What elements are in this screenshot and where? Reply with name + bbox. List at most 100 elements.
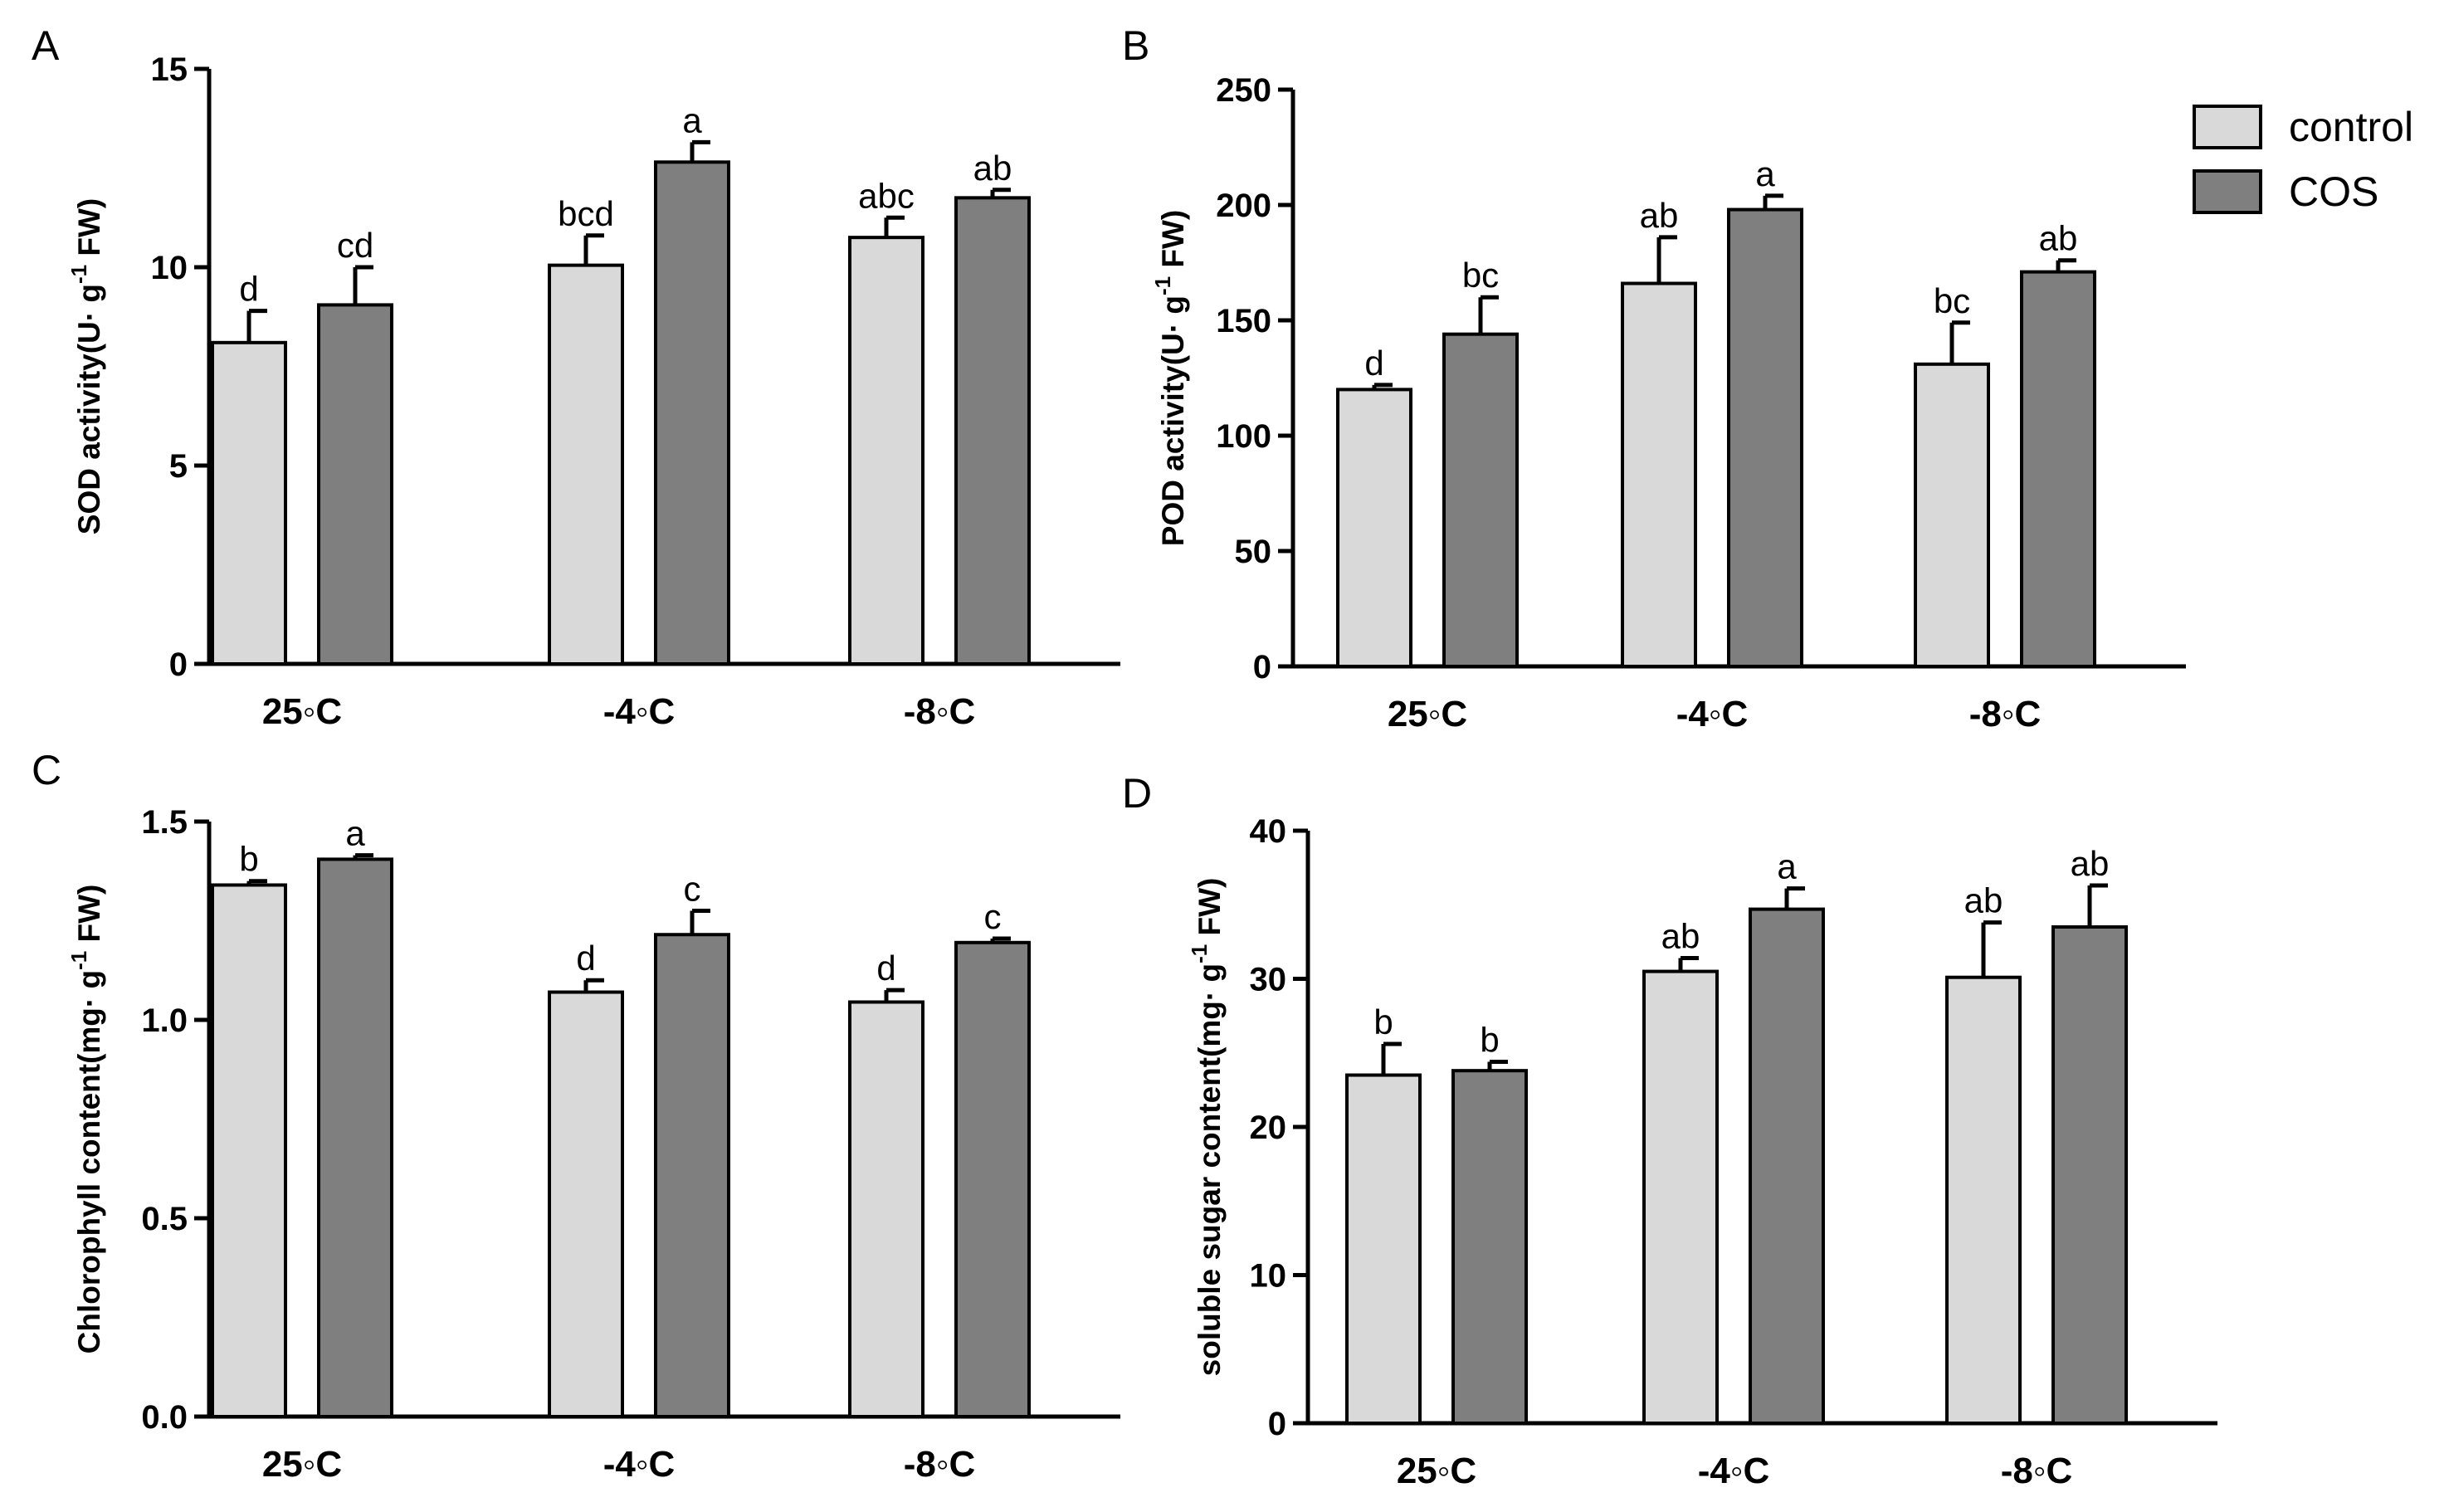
bar-control xyxy=(1914,362,1990,668)
bar-control xyxy=(1336,388,1412,668)
significance-label: c xyxy=(984,897,1002,936)
y-tick-label: 200 xyxy=(1216,188,1271,224)
panel-letter: B xyxy=(1122,22,1149,69)
y-tick-label: 1.5 xyxy=(141,804,188,841)
y-tick-label: 30 xyxy=(1250,962,1287,998)
significance-label: bc xyxy=(1934,281,1970,320)
y-tick-label: 10 xyxy=(151,250,188,286)
bar-cos xyxy=(317,303,393,666)
y-axis-title: POD activity(U· g-1 FW) xyxy=(1150,210,1190,546)
x-category-label: -4◦C xyxy=(603,1444,676,1485)
significance-label: c xyxy=(684,870,701,909)
y-tick-label: 5 xyxy=(169,448,188,485)
significance-label: cd xyxy=(337,226,373,265)
y-axis-title: soluble sugar content(mg· g-1 FW) xyxy=(1187,878,1227,1377)
significance-label: abc xyxy=(858,176,915,215)
y-axis-title-end: FW) xyxy=(72,885,106,951)
y-tick-label: 0 xyxy=(1253,649,1271,685)
y-axis-title-end: FW) xyxy=(72,198,106,265)
x-category-label: 25◦C xyxy=(262,691,342,732)
significance-label: ab xyxy=(973,149,1012,188)
x-category-label: -4◦C xyxy=(1676,694,1749,734)
significance-label: d xyxy=(576,939,595,978)
y-axis-title-superscript: -1 xyxy=(1187,944,1212,963)
legend-label: COS xyxy=(2289,168,2378,215)
significance-label: ab xyxy=(2039,219,2078,258)
y-tick-label: 40 xyxy=(1250,813,1287,850)
bar-control xyxy=(848,236,924,666)
bar-control xyxy=(211,883,287,1418)
x-category-label: -8◦C xyxy=(904,1444,976,1485)
bar-cos xyxy=(1749,907,1825,1425)
bar-cos xyxy=(954,196,1031,666)
y-axis-title: Chlorophyll content(mg· g-1 FW) xyxy=(66,885,106,1354)
bar-cos xyxy=(654,160,730,666)
significance-label: b xyxy=(1480,1020,1499,1059)
significance-label: ab xyxy=(1964,881,2003,920)
bar-cos xyxy=(954,940,1031,1419)
bar-cos xyxy=(2020,270,2096,668)
chart-panel-b: B 0 50 100 150 200 250 POD activity(U· g-1 FW) 2… xyxy=(1122,22,2186,734)
legend: control COS xyxy=(2193,104,2413,215)
panel-letter: D xyxy=(1122,770,1152,817)
y-tick-label: 250 xyxy=(1216,72,1271,109)
significance-label: b xyxy=(239,840,258,879)
y-axis-title-main: SOD activity(U· g xyxy=(72,284,106,534)
chart-panel-a: A 0 5 10 15 SOD activity(U· g-1 FW) 25◦C -4◦C -8… xyxy=(32,22,1120,732)
significance-label: bc xyxy=(1462,256,1499,295)
y-tick-label: 15 xyxy=(151,51,188,88)
bar-control xyxy=(548,263,624,666)
y-axis-title-end: FW) xyxy=(1156,210,1190,276)
y-tick-label: 10 xyxy=(1250,1258,1287,1295)
y-tick-label: 0.0 xyxy=(141,1399,188,1436)
significance-label: ab xyxy=(2071,844,2110,883)
y-tick-label: 20 xyxy=(1250,1110,1287,1146)
y-axis-title-main: soluble sugar content(mg· g xyxy=(1193,963,1227,1376)
bar-control xyxy=(211,340,287,666)
bar-cos xyxy=(1727,207,1803,668)
bar-control xyxy=(1621,281,1697,668)
y-axis-title-superscript: -1 xyxy=(1150,276,1175,295)
panel-letter: C xyxy=(32,747,61,793)
bar-cos xyxy=(1451,1069,1528,1426)
bar-cos xyxy=(2051,925,2128,1425)
x-category-label: -4◦C xyxy=(603,691,676,732)
significance-label: a xyxy=(682,100,702,139)
significance-label: a xyxy=(1755,154,1775,193)
bar-cos xyxy=(317,857,393,1419)
x-category-label: 25◦C xyxy=(262,1444,342,1485)
y-tick-label: 150 xyxy=(1216,303,1271,339)
y-tick-label: 0 xyxy=(1268,1406,1286,1442)
y-axis-title: SOD activity(U· g-1 FW) xyxy=(66,198,106,534)
bar-control xyxy=(1945,975,2022,1425)
legend-swatch-cos xyxy=(2193,169,2262,214)
significance-label: d xyxy=(1364,344,1383,383)
significance-label: ab xyxy=(1661,917,1700,956)
y-tick-label: 0.5 xyxy=(141,1201,188,1237)
bar-control xyxy=(1345,1073,1422,1426)
y-axis-title-superscript: -1 xyxy=(66,951,91,970)
bar-control xyxy=(548,990,624,1419)
y-tick-label: 0 xyxy=(169,646,188,683)
bar-control xyxy=(1642,969,1719,1425)
chart-panel-c: C 0.0 0.5 1.0 1.5 Chlorophyll content(mg· g-1… xyxy=(32,747,1120,1485)
significance-label: ab xyxy=(1640,196,1679,235)
x-category-label: 25◦C xyxy=(1388,694,1467,734)
legend-label: control xyxy=(2289,104,2413,150)
x-category-label: -4◦C xyxy=(1698,1451,1770,1491)
y-tick-label: 50 xyxy=(1235,534,1272,570)
y-axis-title-superscript: -1 xyxy=(66,265,91,284)
panel-letter: A xyxy=(32,22,60,69)
x-category-label: -8◦C xyxy=(1969,694,2042,734)
y-axis-title-main: Chlorophyll content(mg· g xyxy=(72,970,106,1353)
bar-control xyxy=(848,1000,924,1418)
bar-cos xyxy=(654,933,730,1418)
significance-label: a xyxy=(1777,847,1797,886)
y-tick-label: 100 xyxy=(1216,418,1271,455)
significance-label: b xyxy=(1373,1002,1393,1041)
y-axis-title-main: POD activity(U· g xyxy=(1156,295,1190,546)
x-category-label: 25◦C xyxy=(1397,1451,1476,1491)
significance-label: d xyxy=(876,949,895,988)
y-tick-label: 1.0 xyxy=(141,1002,188,1039)
